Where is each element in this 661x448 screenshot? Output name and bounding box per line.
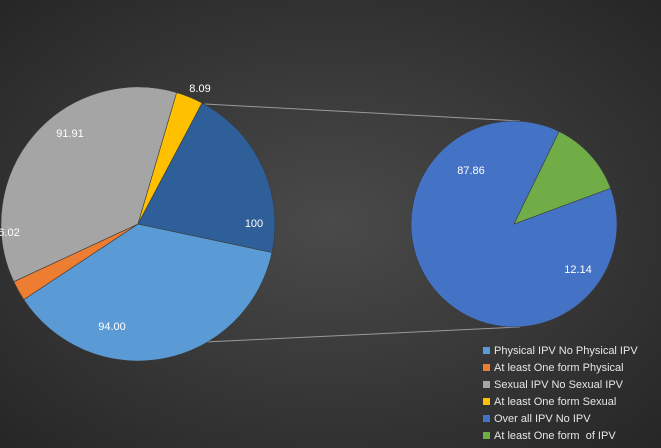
main-pie-slice [0,86,178,283]
secondary-pie [410,120,618,328]
main-pie-data-label: 94.00 [98,321,126,333]
main-pie [0,86,276,362]
legend-swatch [483,381,490,388]
legend-label: At least One form Sexual [494,395,617,408]
legend-label: At least One form of IPV [494,429,616,442]
main-pie-data-label: 8.09 [189,83,210,95]
secondary-pie-data-label: 12.14 [564,264,592,276]
legend-item: At least One form Sexual [483,393,638,410]
main-pie-slice [137,102,276,253]
legend-label: At least One form Physical [494,361,624,374]
legend-item: Sexual IPV No Sexual IPV [483,376,638,393]
legend-item: Physical IPV No Physical IPV [483,342,638,359]
legend-swatch [483,432,490,439]
legend-item: At least One form Physical [483,359,638,376]
main-pie-slice [23,223,273,362]
main-pie-data-label: 6.02 [0,227,20,239]
main-pie-data-label: 100 [245,218,263,230]
legend-swatch [483,398,490,405]
connector-line-top [204,103,521,122]
legend-swatch [483,415,490,422]
secondary-pie-slice [513,131,611,225]
legend-item: Over all IPV No IPV [483,410,638,427]
legend-label: Over all IPV No IPV [494,412,591,425]
legend-label: Physical IPV No Physical IPV [494,344,638,357]
data-labels: 94.00 6.02 91.91 8.09 100 87.86 12.14 [0,83,592,333]
legend-swatch [483,347,490,354]
connector-lines [204,103,521,343]
legend-label: Sexual IPV No Sexual IPV [494,378,624,391]
connector-line-bottom [204,326,521,343]
legend-swatch [483,364,490,371]
secondary-pie-data-label: 87.86 [457,165,485,177]
legend: Physical IPV No Physical IPV At least On… [483,342,638,444]
main-pie-data-label: 91.91 [56,128,84,140]
legend-item: At least One form of IPV [483,427,638,444]
